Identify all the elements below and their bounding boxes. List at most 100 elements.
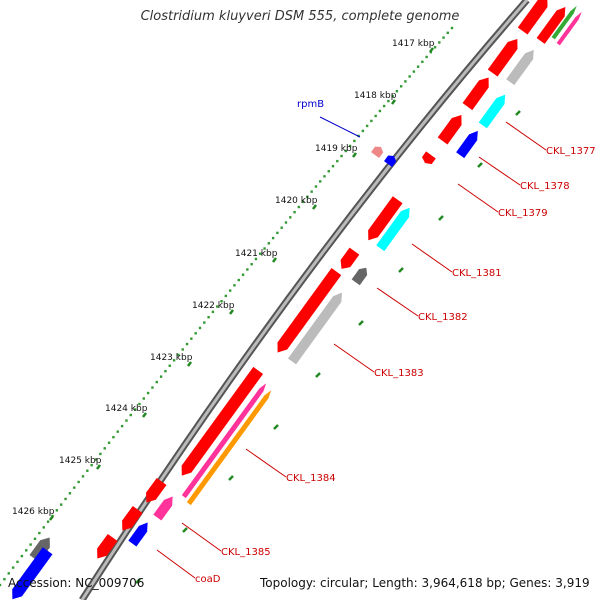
tick-mark-outer — [515, 110, 521, 116]
gc-dot — [181, 348, 184, 351]
gene-label[interactable]: CKL_1381 — [452, 268, 502, 279]
gene-red-track2[interactable] — [536, 4, 570, 44]
gc-dot — [391, 94, 394, 98]
gene-magenta-strip[interactable] — [556, 11, 584, 46]
gc-dot — [446, 31, 449, 35]
gene-label[interactable]: coaD — [195, 574, 221, 585]
tick-mark-inner — [96, 464, 101, 470]
gene-red-3[interactable] — [462, 74, 494, 111]
gc-dot — [250, 263, 253, 266]
tick-label: 1418 kbp — [354, 91, 397, 101]
tick-marks — [49, 47, 521, 584]
gene-blue-1[interactable] — [456, 128, 482, 159]
gene-blue-3[interactable] — [8, 547, 53, 600]
gene-red-7[interactable] — [118, 505, 143, 534]
gene-red-4[interactable] — [437, 112, 467, 145]
gene-cyan-2[interactable] — [376, 205, 413, 252]
gc-dot — [99, 452, 102, 456]
tick-label: 1419 kbp — [315, 144, 358, 154]
gene-label[interactable]: CKL_1379 — [498, 208, 548, 219]
gc-dot — [348, 144, 352, 148]
tick-mark-outer — [398, 267, 404, 273]
gene-red-6-shape — [146, 477, 167, 503]
leader-line — [411, 243, 453, 273]
gene-rpmB[interactable] — [371, 144, 385, 158]
gene-rpmB-partner[interactable] — [384, 153, 398, 167]
gc-dot — [224, 294, 228, 298]
gc-dots — [0, 26, 454, 587]
gc-dot — [138, 402, 141, 406]
gc-dot — [450, 26, 454, 30]
gc-dot — [365, 124, 369, 128]
gene-darkgray-2[interactable] — [29, 534, 55, 563]
gc-dot — [20, 554, 24, 558]
gene-label[interactable]: CKL_1384 — [286, 473, 336, 484]
gc-dot — [159, 375, 163, 378]
gc-dot — [297, 205, 301, 209]
gene-orange-1[interactable] — [186, 389, 273, 506]
gene-red-5[interactable] — [337, 247, 360, 273]
gene-coaD[interactable] — [93, 533, 118, 562]
gene-blue-1-shape — [456, 130, 478, 159]
gene-cyan-1[interactable] — [478, 92, 509, 129]
gc-dot — [263, 247, 266, 250]
gene-red-6[interactable] — [142, 477, 167, 506]
gene-gray-1[interactable] — [506, 47, 538, 86]
gene-label[interactable]: CKL_1377 — [546, 146, 596, 157]
tick-mark-inner — [391, 99, 396, 105]
gene-magenta-1[interactable] — [181, 382, 268, 499]
gene-label[interactable]: rpmB — [297, 99, 324, 110]
gene-ckl1383[interactable] — [273, 268, 342, 356]
gc-dot — [280, 226, 283, 229]
gene-gray-2[interactable] — [287, 290, 346, 365]
gc-dot — [289, 216, 292, 219]
gc-dot — [399, 85, 403, 88]
gc-dot — [7, 572, 10, 575]
gc-dot — [395, 90, 399, 93]
gene-label[interactable]: CKL_1383 — [374, 368, 424, 379]
gene-green-strip[interactable] — [551, 5, 579, 40]
gene-ckl1381[interactable] — [363, 196, 403, 244]
gene-label[interactable]: CKL_1385 — [221, 547, 271, 558]
gene-red-2[interactable] — [487, 35, 522, 77]
gene-red-1-shape — [517, 0, 548, 35]
backbone-arc — [79, 0, 530, 600]
gc-dot — [0, 583, 2, 587]
gc-dot — [314, 185, 318, 188]
gene-blue-2[interactable] — [128, 520, 151, 547]
gc-dot — [77, 480, 80, 484]
gene-orange-1-shape — [186, 390, 272, 506]
gene-red-2-shape — [487, 39, 518, 77]
gc-dot — [421, 60, 424, 64]
gene-label[interactable]: CKL_1382 — [418, 312, 468, 323]
backbone-outer — [79, 0, 530, 600]
gene-darkgray-1[interactable] — [351, 265, 371, 286]
gene-red-small[interactable] — [420, 151, 436, 166]
gc-dot — [112, 436, 115, 439]
gc-dot — [438, 41, 441, 44]
gc-dot — [207, 316, 210, 319]
gene-red-1[interactable] — [517, 0, 552, 35]
gene-label[interactable]: CKL_1378 — [520, 181, 570, 192]
leader-line — [333, 343, 375, 373]
gene-magenta-2[interactable] — [153, 494, 176, 521]
gene-red-7-shape — [122, 505, 143, 531]
gene-cyan-2-shape — [376, 207, 410, 252]
tick-mark-outer — [358, 320, 364, 326]
tick-mark-inner — [142, 412, 147, 418]
gc-dot — [267, 242, 271, 245]
gc-dot — [172, 359, 176, 362]
gc-dot — [68, 492, 72, 495]
tick-label: 1417 kbp — [392, 39, 435, 49]
gc-dot — [387, 99, 390, 103]
gc-dot — [94, 458, 98, 461]
gc-dot — [29, 543, 32, 546]
gc-dot — [38, 531, 41, 535]
gene-magenta-strip-shape — [556, 11, 582, 46]
gc-dot — [293, 210, 296, 214]
gene-ckl1384[interactable] — [177, 366, 264, 479]
leader-line — [505, 121, 547, 151]
leader-line — [156, 549, 196, 579]
gc-dot — [361, 129, 365, 133]
